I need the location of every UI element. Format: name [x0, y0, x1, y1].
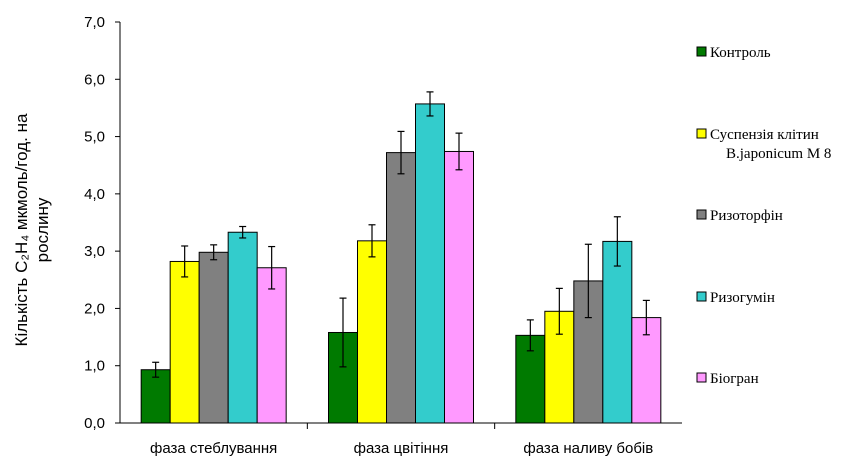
y-axis-label-line-2: рослину — [33, 197, 52, 262]
bar — [227, 231, 258, 424]
legend-label: Ризогумін — [710, 290, 775, 306]
y-axis-label: Кількість C₂H₄ мкмоль/год. на рослину — [12, 113, 52, 346]
x-category-label: фаза стеблування — [150, 440, 277, 457]
bar — [415, 103, 445, 424]
legend-label: Контроль — [710, 45, 771, 61]
legend-swatch — [696, 372, 707, 383]
y-tick-label: 6,0 — [84, 71, 105, 88]
y-tick-label: 0,0 — [84, 415, 105, 432]
legend-swatch — [696, 128, 707, 139]
legend-label: B.japonicum М 8 — [726, 146, 831, 162]
legend-label: Суспензія клітин — [710, 127, 819, 143]
y-tick-label: 2,0 — [84, 300, 105, 317]
legend-swatch — [696, 46, 707, 57]
legend-swatch — [696, 291, 707, 302]
y-tick-label: 5,0 — [84, 129, 105, 146]
bar — [256, 267, 287, 424]
y-tick-label: 1,0 — [84, 358, 105, 375]
legend: Контроль Суспензія клітин B.japonicum М 8 Р… — [696, 45, 831, 387]
y-tick-label: 3,0 — [84, 243, 105, 260]
bar — [169, 260, 200, 424]
plot-area: 0,0 1,0 2,0 3,0 4,0 5,0 6,0 7,0 фаза стеблування… — [84, 14, 682, 457]
legend-swatch — [696, 209, 707, 220]
bar — [386, 152, 416, 424]
x-category-label: фаза наливу бобів — [523, 440, 653, 457]
x-category-label: фаза цвітіння — [354, 440, 449, 457]
bar — [444, 150, 474, 424]
y-tick-label: 4,0 — [84, 186, 105, 203]
y-tick-label: 7,0 — [84, 14, 105, 31]
bar — [602, 240, 633, 424]
y-axis-label-line-1: Кількість C₂H₄ мкмоль/год. на — [12, 113, 31, 346]
bar — [198, 251, 229, 424]
bar — [357, 240, 387, 424]
legend-label: Ризоторфін — [710, 208, 783, 224]
legend-label: Біогран — [710, 371, 759, 387]
